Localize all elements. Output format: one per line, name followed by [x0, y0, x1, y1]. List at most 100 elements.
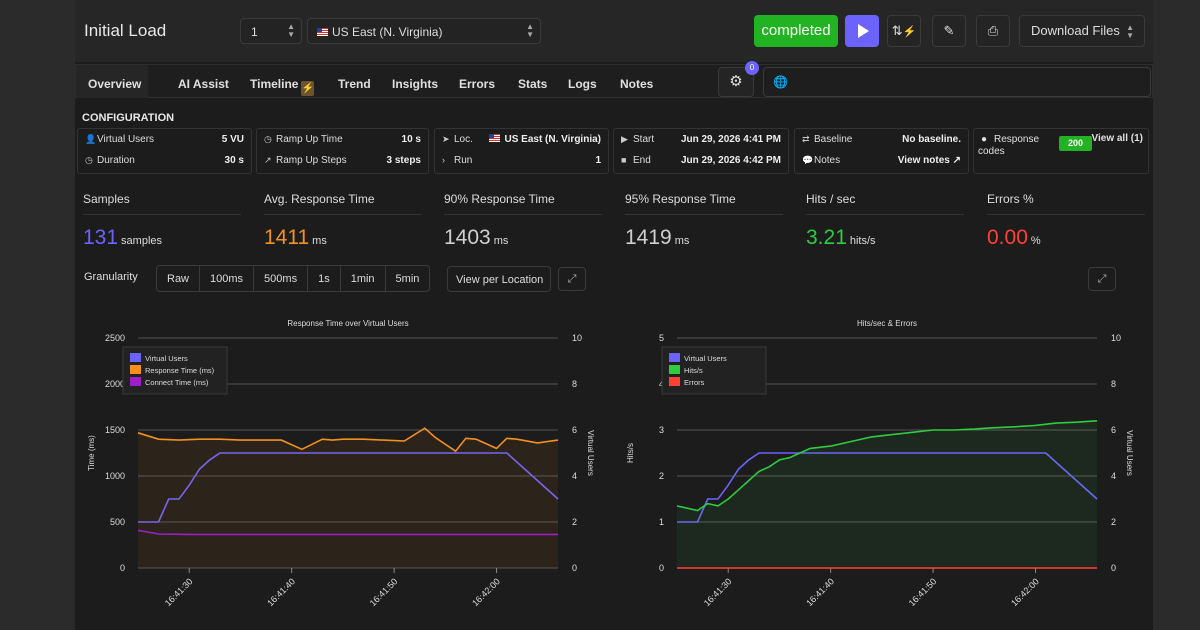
gears-icon: ⚙ — [729, 73, 743, 90]
granularity-selector: Raw 100ms 500ms 1s 1min 5min — [156, 265, 431, 292]
legend-label: Connect Time (ms) — [145, 378, 209, 387]
legend-label: Virtual Users — [684, 354, 727, 363]
edit-button[interactable]: ✎ — [932, 15, 966, 47]
tab-logs[interactable]: Logs — [568, 77, 597, 91]
y2-tick-label: 4 — [1111, 471, 1116, 481]
app-container: Initial Load 1 ▲ ▼ US East (N. Virginia) … — [75, 0, 1153, 630]
config-card-response-codes: ● Response codes 200 View all (1) — [973, 128, 1149, 174]
external-link-icon: ↗ — [952, 155, 961, 166]
metric-value: 1411 — [264, 226, 310, 249]
y2-tick-label: 8 — [1111, 379, 1116, 389]
x-tick-label: 16:42:00 — [470, 576, 502, 608]
x-tick-label: 16:42:00 — [1009, 576, 1041, 608]
download-arrows-icon: ▲ ▼ — [1126, 23, 1134, 40]
metric-hits-per-sec: Hits / sec 3.21 hits/s — [806, 192, 964, 250]
tab-trend[interactable]: Trend — [338, 77, 371, 91]
y-tick-label: 1000 — [105, 471, 125, 481]
metric-samples: Samples 131 samples — [83, 192, 241, 250]
tab-notes[interactable]: Notes — [620, 77, 654, 91]
granularity-raw[interactable]: Raw — [157, 266, 201, 291]
y-tick-label: 5 — [659, 333, 664, 343]
run-chevron-icon: › — [442, 155, 445, 165]
legend-swatch — [130, 377, 141, 386]
top-bar: Initial Load 1 ▲ ▼ US East (N. Virginia) … — [75, 0, 1153, 62]
y-tick-label: 0 — [120, 563, 125, 573]
run-number-stepper[interactable]: 1 ▲ ▼ — [240, 18, 302, 44]
legend-label: Virtual Users — [145, 354, 188, 363]
series-area — [138, 428, 558, 568]
config-card-baseline: ⇄ Baseline No baseline. 💬Notes View notes… — [794, 128, 969, 174]
metric-avg-response: Avg. Response Time 1411 ms — [264, 192, 422, 250]
metric-value: 131 — [83, 226, 119, 249]
expand-chart-button[interactable]: ⤢ — [558, 267, 586, 291]
bolt-icon: ⚡ — [301, 81, 315, 96]
tab-insights[interactable]: Insights — [392, 77, 439, 91]
globe-icon: 🌐 — [773, 75, 788, 89]
baseline-compare-icon: ⇄ — [802, 134, 810, 144]
series-line — [138, 452, 559, 523]
config-card-location: ➤ Loc. US East (N. Virginia) › Run 1 — [434, 128, 609, 174]
y-tick-label: 500 — [110, 517, 125, 527]
metric-value: 0.00 — [987, 226, 1028, 249]
y-tick-label: 2 — [659, 471, 664, 481]
metric-value: 1419 — [625, 226, 672, 249]
view-notes-link[interactable]: View notes ↗ — [897, 155, 961, 166]
legend-swatch — [669, 353, 680, 362]
download-files-button[interactable]: Download Files ▲ ▼ — [1019, 15, 1145, 47]
tab-timeline[interactable]: Timeline ⚡ — [250, 77, 315, 96]
settings-button[interactable]: ⚙ 0 — [718, 61, 759, 97]
test-title: Initial Load — [84, 21, 167, 40]
y-axis-label: Hits/s — [626, 443, 635, 463]
clock-icon: ◷ — [85, 155, 93, 165]
series-line — [676, 420, 1098, 512]
settings-count-badge: 0 — [745, 61, 759, 75]
us-flag-icon — [317, 28, 328, 36]
y2-tick-label: 6 — [1111, 425, 1116, 435]
steps-chart-icon: ↗ — [264, 155, 272, 165]
metric-value: 3.21 — [806, 226, 847, 249]
location-arrow-icon: ➤ — [442, 134, 450, 144]
compare-bolt-icon: ⇅⚡ — [891, 23, 917, 38]
tab-overview[interactable]: Overview — [76, 65, 148, 98]
y-tick-label: 3 — [659, 425, 664, 435]
print-button[interactable]: ⎙ — [976, 15, 1010, 47]
y-tick-label: 1 — [659, 517, 664, 527]
chart-title: Response Time over Virtual Users — [287, 319, 408, 328]
y2-tick-label: 2 — [1111, 517, 1116, 527]
region-select[interactable]: US East (N. Virginia) ▲ ▼ — [307, 18, 541, 44]
play-button[interactable] — [845, 15, 879, 47]
chart-title: Hits/sec & Errors — [857, 319, 917, 328]
tab-stats[interactable]: Stats — [518, 77, 548, 91]
stepper-arrows-icon[interactable]: ▲ ▼ — [287, 22, 295, 39]
expand-icon: ⤢ — [1097, 273, 1107, 285]
series-line — [137, 529, 558, 536]
compare-button[interactable]: ⇅⚡ — [887, 15, 921, 47]
series-line — [137, 427, 559, 453]
view-all-codes-link[interactable]: View all (1) — [1091, 133, 1143, 144]
expand-chart-button[interactable]: ⤢ — [1088, 267, 1116, 291]
tab-errors[interactable]: Errors — [459, 77, 496, 91]
granularity-1s[interactable]: 1s — [308, 266, 341, 291]
y-tick-label: 2500 — [105, 333, 125, 343]
granularity-100ms[interactable]: 100ms — [200, 266, 255, 291]
granularity-500ms[interactable]: 500ms — [254, 266, 309, 291]
x-tick-label: 16:41:30 — [702, 576, 734, 608]
circle-icon: ● — [981, 134, 988, 145]
granularity-1min[interactable]: 1min — [341, 266, 386, 291]
clock-icon: ◷ — [264, 134, 272, 144]
legend-swatch — [130, 365, 141, 374]
granularity-5min[interactable]: 5min — [395, 273, 420, 285]
stop-icon: ■ — [621, 155, 627, 165]
legend-swatch — [130, 353, 141, 362]
status-completed-button[interactable]: completed — [754, 15, 838, 47]
legend-swatch — [669, 377, 680, 386]
print-icon: ⎙ — [987, 23, 999, 38]
config-card-users: 👤Virtual Users 5 VU ◷ Duration 30 s — [77, 128, 252, 174]
y-axis-label: Time (ms) — [87, 435, 96, 471]
y-tick-label: 4 — [659, 379, 664, 389]
y-tick-label: 1500 — [105, 425, 125, 435]
tab-ai-assist[interactable]: AI Assist — [178, 77, 229, 91]
select-arrows-icon: ▲ ▼ — [526, 22, 534, 39]
view-per-location-button[interactable]: View per Location — [447, 266, 551, 292]
location-filter-button[interactable]: 🌐 — [763, 67, 1151, 97]
